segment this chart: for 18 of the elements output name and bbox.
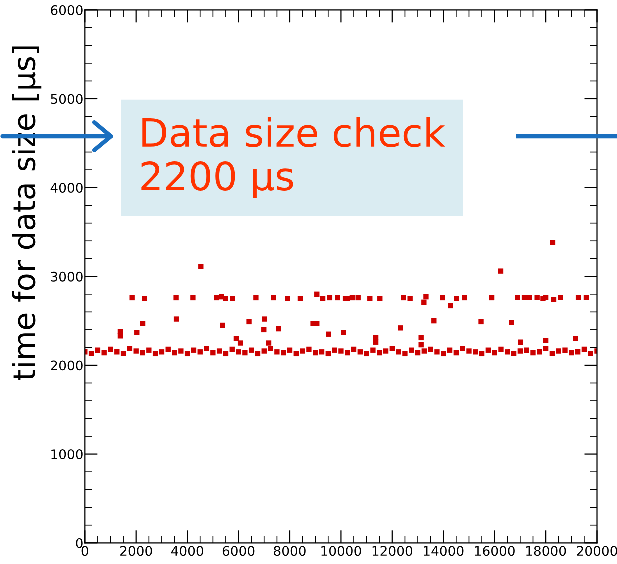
annotation: Data size check 2200 μs <box>142 117 446 199</box>
x-tick-label: 14000 <box>424 546 464 556</box>
y-tick-label: 4000 <box>50 183 83 194</box>
x-tick-label: 8000 <box>274 546 306 556</box>
y-tick-label: 0 <box>76 538 83 548</box>
x-tick-label: 6000 <box>222 546 255 556</box>
x-tick-label: 4000 <box>171 546 204 556</box>
y-tick-label: 5000 <box>51 94 83 104</box>
x-tick-label: 16000 <box>475 546 515 556</box>
x-tick-label: 12000 <box>372 546 413 556</box>
x-tick-label: 2000 <box>120 546 152 556</box>
y-tick-label: 3000 <box>51 272 83 282</box>
y-tick-label: 1000 <box>52 450 83 460</box>
y-tick-label: 2000 <box>51 360 83 371</box>
x-tick-label: 20000 <box>577 546 617 556</box>
x-tick-label: 18000 <box>526 546 566 556</box>
y-tick-label: 6000 <box>51 5 83 16</box>
x-tick-label: 10000 <box>322 546 362 556</box>
